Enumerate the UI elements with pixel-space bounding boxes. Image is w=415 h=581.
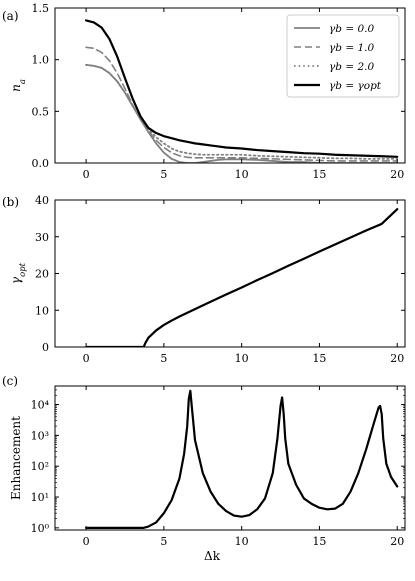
panel-a: 0 5 10 15 20 0.0 0.5 1.0 1.5 (a) na γb = 0.0 γb = 1.… bbox=[2, 2, 406, 181]
series-line-1 bbox=[85, 389, 399, 529]
x-axis-label: Δk bbox=[204, 549, 221, 563]
x-tick-label: 5 bbox=[160, 168, 167, 181]
axes-frame bbox=[54, 7, 406, 164]
x-tick-label: 20 bbox=[390, 352, 404, 365]
y-axis-label: γopt bbox=[9, 262, 28, 284]
x-tick-label: 20 bbox=[390, 535, 404, 548]
y-tick-label: 30 bbox=[35, 231, 49, 244]
series-line-1 bbox=[85, 208, 399, 347]
panel-label: (a) bbox=[2, 9, 19, 23]
series-line-4 bbox=[85, 19, 399, 158]
x-tick-label: 10 bbox=[235, 535, 249, 548]
legend-box bbox=[286, 14, 400, 98]
legend-entry-label: γb = 1.0 bbox=[329, 42, 374, 54]
x-tick-label: 5 bbox=[160, 535, 167, 548]
y-axis-label: Enhancement bbox=[9, 416, 23, 500]
legend-entry-label: γb = 2.0 bbox=[329, 61, 374, 73]
panel-b: 0 5 10 15 20 0 10 20 30 40 (b) γopt bbox=[2, 194, 406, 365]
x-tick-label: 10 bbox=[235, 168, 249, 181]
y-tick-label: 1.0 bbox=[32, 54, 50, 67]
series-line-3 bbox=[85, 63, 399, 160]
x-tick-label: 15 bbox=[312, 535, 326, 548]
x-tick-label: 20 bbox=[390, 168, 404, 181]
legend-entry-label: γb = γopt bbox=[329, 80, 382, 92]
legend: γb = 0.0 γb = 1.0 γb = 2.0 γb = γopt bbox=[286, 14, 400, 98]
x-tick-label: 5 bbox=[160, 352, 167, 365]
x-tick-label: 0 bbox=[83, 535, 90, 548]
y-tick-label: 1.5 bbox=[32, 2, 50, 15]
y-tick-label: 10² bbox=[31, 460, 49, 473]
x-tick-label: 15 bbox=[312, 168, 326, 181]
y-tick-label: 10¹ bbox=[31, 491, 49, 504]
x-tick-label: 0 bbox=[83, 352, 90, 365]
y-tick-label: 0.5 bbox=[32, 105, 50, 118]
x-tick-label: 0 bbox=[83, 168, 90, 181]
axes-frame bbox=[54, 199, 406, 348]
y-tick-label: 20 bbox=[35, 268, 49, 281]
x-tick-label: 10 bbox=[235, 352, 249, 365]
y-axis-label: na bbox=[9, 79, 28, 92]
panel-label: (b) bbox=[2, 195, 19, 209]
x-tick-label: 15 bbox=[312, 352, 326, 365]
panel-label: (c) bbox=[2, 374, 18, 388]
y-tick-label: 40 bbox=[35, 194, 49, 207]
y-tick-label: 10⁴ bbox=[31, 399, 50, 412]
axes-frame bbox=[54, 385, 406, 531]
y-tick-label: 10⁰ bbox=[31, 522, 50, 535]
legend-entry-label: γb = 0.0 bbox=[329, 23, 374, 35]
y-tick-label: 10 bbox=[35, 304, 49, 317]
y-tick-label: 0 bbox=[42, 341, 49, 354]
y-tick-label: 10³ bbox=[31, 429, 49, 442]
y-tick-label: 0.0 bbox=[32, 157, 50, 170]
panel-c: 0 5 10 15 20 10⁰ 10¹ 10² 10³ 10⁴ (c) Enhancement Δk bbox=[2, 374, 406, 563]
